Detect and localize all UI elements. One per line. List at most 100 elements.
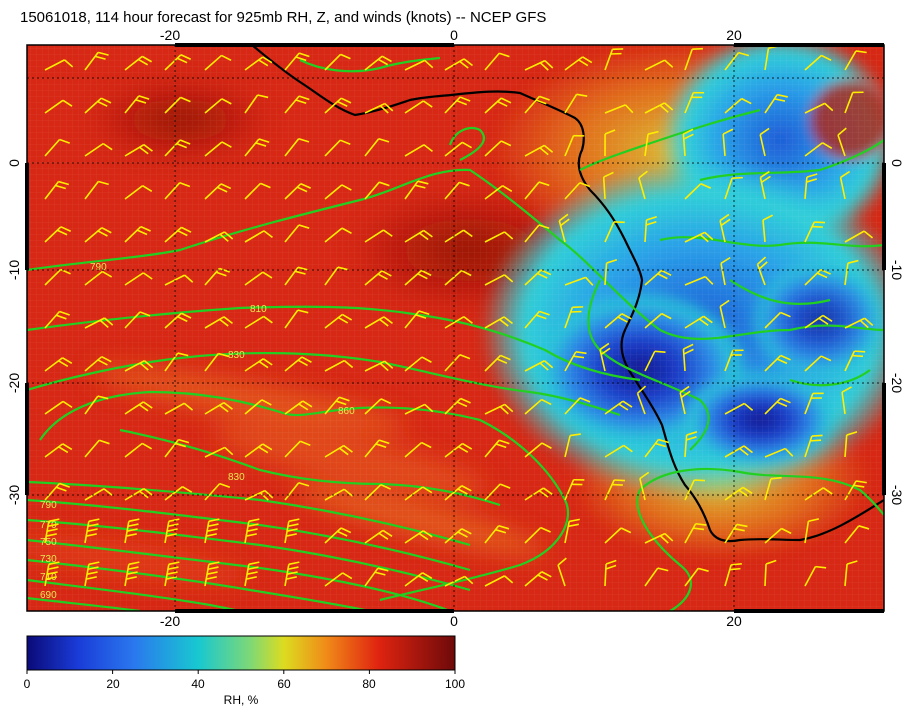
contour-line (448, 127, 485, 161)
wind-barb (324, 527, 352, 544)
wind-barb (844, 230, 874, 243)
contour-line (27, 578, 241, 611)
wind-barb (164, 485, 193, 501)
wind-barb (124, 360, 154, 372)
lat-labels-left: 0 -10 -20 -30 (6, 159, 22, 505)
wind-barb (124, 272, 153, 286)
wind-barb (804, 565, 827, 587)
wind-barb (364, 229, 393, 243)
wind-barb (244, 271, 273, 286)
wind-barb (164, 352, 189, 372)
wind-barb (244, 443, 273, 458)
wind-barb (44, 226, 72, 243)
wind-barb (724, 445, 753, 458)
wind-barb (839, 170, 851, 200)
wind-barb (756, 256, 768, 286)
wind-barb (204, 446, 234, 458)
wind-barb (484, 231, 514, 243)
wind-barb (124, 442, 153, 458)
wind-barb (364, 316, 393, 329)
wind-barb (804, 487, 833, 501)
wind-barb (84, 395, 109, 415)
wind-barb (404, 229, 433, 243)
wind-barb (404, 180, 429, 200)
wind-barb (164, 518, 180, 544)
wind-barb (724, 523, 748, 544)
contour-line (27, 168, 884, 340)
wind-barb (844, 91, 864, 114)
lat-tick-label: -20 (889, 373, 905, 393)
coastline (251, 45, 884, 543)
wind-barb (324, 184, 352, 200)
wind-barb (404, 441, 432, 458)
chart-title: 15061018, 114 hour forecast for 925mb RH… (20, 9, 547, 26)
colorbar-tick-label: 20 (106, 677, 120, 691)
wind-barb (844, 317, 874, 329)
wind-barb (124, 143, 153, 157)
wind-barb (244, 315, 273, 329)
wind-barb (684, 91, 705, 114)
wind-barb (484, 140, 512, 157)
wind-barb (604, 129, 616, 157)
wind-barb (724, 97, 752, 114)
wind-barb (604, 559, 617, 587)
wind-barb (484, 354, 511, 372)
wind-barb (684, 431, 698, 458)
wind-barb (724, 486, 753, 501)
wind-barb (164, 561, 180, 587)
wind-barb (724, 563, 742, 587)
wind-barb (204, 401, 233, 415)
wind-barb (164, 226, 192, 243)
contour-label: 790 (90, 262, 107, 273)
wind-barb (324, 488, 354, 501)
wind-barb (564, 397, 591, 415)
wind-barbs (44, 45, 874, 587)
wind-barb (684, 315, 713, 329)
wind-barb (284, 137, 310, 157)
wind-barb (644, 215, 657, 243)
lat-tick-label: -10 (6, 260, 22, 280)
contour-line (39, 390, 570, 602)
wind-barb (679, 385, 691, 415)
wind-barb (604, 400, 633, 415)
lat-tick-label: -30 (6, 485, 22, 505)
wind-barb (636, 385, 647, 415)
wind-barb (284, 356, 312, 372)
wind-barb (759, 170, 771, 200)
wind-barb (762, 214, 774, 243)
wind-barb (524, 59, 554, 71)
wind-barb (204, 141, 232, 157)
wind-barb (324, 313, 353, 329)
wind-barb (204, 54, 232, 71)
wind-barb (484, 439, 510, 458)
wind-barb (444, 528, 472, 544)
wind-barb (524, 224, 550, 243)
wind-barb (404, 486, 433, 501)
colorbar-tick-label: 40 (191, 677, 205, 691)
wind-barb (364, 439, 390, 458)
wind-barb (164, 312, 192, 329)
wind-barb (764, 311, 791, 329)
wind-barb (804, 355, 832, 372)
wind-barb (44, 357, 73, 372)
wind-barb (124, 518, 140, 544)
wind-barb (444, 316, 473, 329)
wind-barb (844, 50, 867, 71)
wind-barb (404, 59, 434, 71)
contour-label: 690 (40, 590, 57, 601)
wind-barb (599, 342, 611, 372)
wind-barb (244, 182, 271, 200)
wind-barb (44, 310, 70, 329)
wind-barb (244, 230, 273, 243)
wind-barb (804, 392, 824, 415)
wind-barb (644, 532, 674, 544)
contour-line (27, 480, 471, 547)
wind-barb (684, 231, 714, 243)
wind-barb (841, 386, 852, 415)
wind-barb (604, 259, 618, 286)
wind-barb (804, 54, 832, 71)
wind-barb (484, 483, 511, 501)
colorbar: 0 20 40 60 80 100 RH, % (24, 635, 465, 707)
wind-barb (364, 102, 394, 114)
wind-barb (844, 350, 866, 372)
